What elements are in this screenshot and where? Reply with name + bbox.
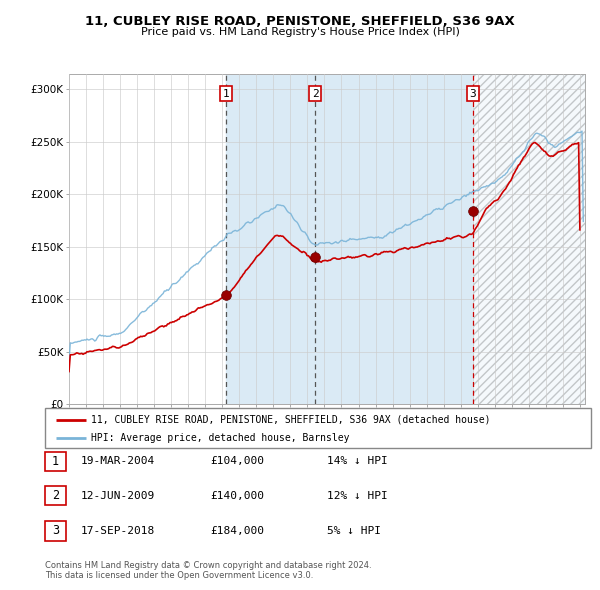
Text: 17-SEP-2018: 17-SEP-2018 bbox=[81, 526, 155, 536]
Bar bbox=[473, 74, 585, 404]
Text: 3: 3 bbox=[469, 88, 476, 99]
Text: 12-JUN-2009: 12-JUN-2009 bbox=[81, 491, 155, 500]
Text: 14% ↓ HPI: 14% ↓ HPI bbox=[327, 457, 388, 466]
Text: Contains HM Land Registry data © Crown copyright and database right 2024.
This d: Contains HM Land Registry data © Crown c… bbox=[45, 560, 371, 580]
Text: Price paid vs. HM Land Registry's House Price Index (HPI): Price paid vs. HM Land Registry's House … bbox=[140, 27, 460, 37]
Text: £104,000: £104,000 bbox=[210, 457, 264, 466]
Text: £140,000: £140,000 bbox=[210, 491, 264, 500]
Text: HPI: Average price, detached house, Barnsley: HPI: Average price, detached house, Barn… bbox=[91, 434, 350, 443]
Text: 1: 1 bbox=[223, 88, 229, 99]
Text: 5% ↓ HPI: 5% ↓ HPI bbox=[327, 526, 381, 536]
Text: 11, CUBLEY RISE ROAD, PENISTONE, SHEFFIELD, S36 9AX (detached house): 11, CUBLEY RISE ROAD, PENISTONE, SHEFFIE… bbox=[91, 415, 491, 425]
Text: 12% ↓ HPI: 12% ↓ HPI bbox=[327, 491, 388, 500]
Text: 2: 2 bbox=[52, 489, 59, 502]
Text: 1: 1 bbox=[52, 455, 59, 468]
Bar bbox=[473, 74, 585, 404]
Text: 3: 3 bbox=[52, 525, 59, 537]
FancyBboxPatch shape bbox=[45, 408, 591, 448]
Text: £184,000: £184,000 bbox=[210, 526, 264, 536]
Bar bbox=[473, 74, 585, 404]
Text: 19-MAR-2004: 19-MAR-2004 bbox=[81, 457, 155, 466]
Text: 11, CUBLEY RISE ROAD, PENISTONE, SHEFFIELD, S36 9AX: 11, CUBLEY RISE ROAD, PENISTONE, SHEFFIE… bbox=[85, 15, 515, 28]
Bar bbox=[226, 74, 585, 404]
Text: 2: 2 bbox=[312, 88, 319, 99]
